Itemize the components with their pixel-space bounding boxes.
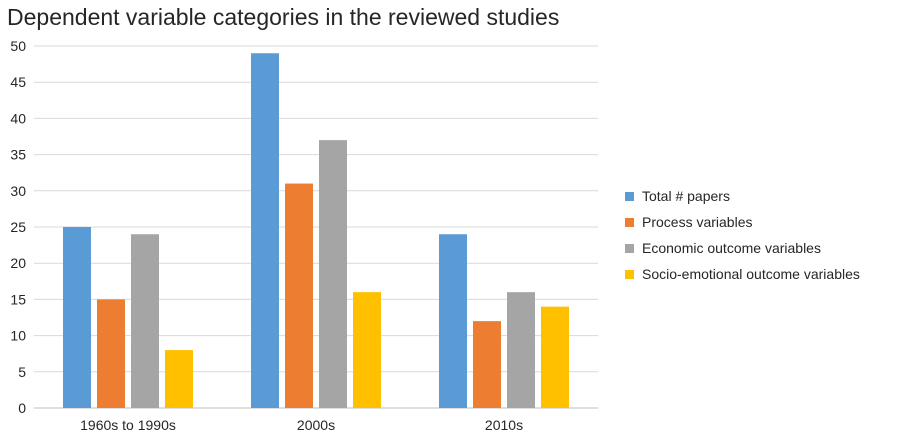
bar-process-variables-1960s-to-1990s [97, 299, 125, 408]
y-tick-label: 25 [10, 219, 26, 235]
legend-swatch-process-variables [625, 217, 634, 227]
bar-process-variables-2000s [285, 183, 313, 408]
bars [63, 53, 569, 409]
bar-socio-emotional-outcome-variables-2000s [353, 292, 381, 408]
legend-label-process-variables: Process variables [642, 214, 753, 230]
bar-total-papers-1960s-to-1990s [63, 227, 91, 408]
legend-label-economic-outcome-variables: Economic outcome variables [642, 240, 821, 256]
y-axis-tick-labels: 0 5 10 15 20 25 30 35 40 45 50 [10, 38, 26, 416]
bar-economic-outcome-variables-2000s [319, 140, 347, 408]
x-tick-label: 2010s [485, 417, 523, 433]
bar-economic-outcome-variables-2010s [507, 292, 535, 408]
legend-item-socio-emotional-outcome-variables: Socio-emotional outcome variables [625, 261, 860, 287]
y-tick-label: 50 [10, 38, 26, 54]
legend-label-socio-emotional-outcome-variables: Socio-emotional outcome variables [642, 266, 860, 282]
bar-total-papers-2000s [251, 53, 279, 409]
x-axis-tick-labels: 1960s to 1990s 2000s 2010s [80, 417, 523, 433]
bar-total-papers-2010s [439, 234, 467, 408]
legend-item-economic-outcome-variables: Economic outcome variables [625, 235, 860, 261]
y-tick-label: 20 [10, 255, 26, 271]
bar-socio-emotional-outcome-variables-1960s-to-1990s [165, 350, 193, 408]
x-tick-label: 2000s [297, 417, 335, 433]
bar-economic-outcome-variables-1960s-to-1990s [131, 234, 159, 408]
legend-item-total-papers: Total # papers [625, 183, 860, 209]
x-tick-label: 1960s to 1990s [80, 417, 176, 433]
bar-socio-emotional-outcome-variables-2010s [541, 306, 569, 408]
y-tick-label: 0 [18, 400, 26, 416]
y-tick-label: 45 [10, 74, 26, 90]
legend-item-process-variables: Process variables [625, 209, 860, 235]
y-tick-label: 40 [10, 110, 26, 126]
legend-label-total-papers: Total # papers [642, 188, 730, 204]
chart-title: Dependent variable categories in the rev… [7, 4, 560, 30]
y-tick-label: 35 [10, 147, 26, 163]
legend-swatch-total-papers [625, 191, 634, 201]
y-tick-label: 5 [18, 364, 26, 380]
legend-swatch-socio-emotional-outcome-variables [625, 269, 634, 279]
y-tick-label: 10 [10, 328, 26, 344]
chart-legend: Total # papers Process variables Economi… [625, 183, 860, 287]
bar-process-variables-2010s [473, 321, 501, 408]
legend-swatch-economic-outcome-variables [625, 243, 634, 253]
y-tick-label: 15 [10, 291, 26, 307]
y-tick-label: 30 [10, 183, 26, 199]
gridlines [34, 45, 598, 409]
